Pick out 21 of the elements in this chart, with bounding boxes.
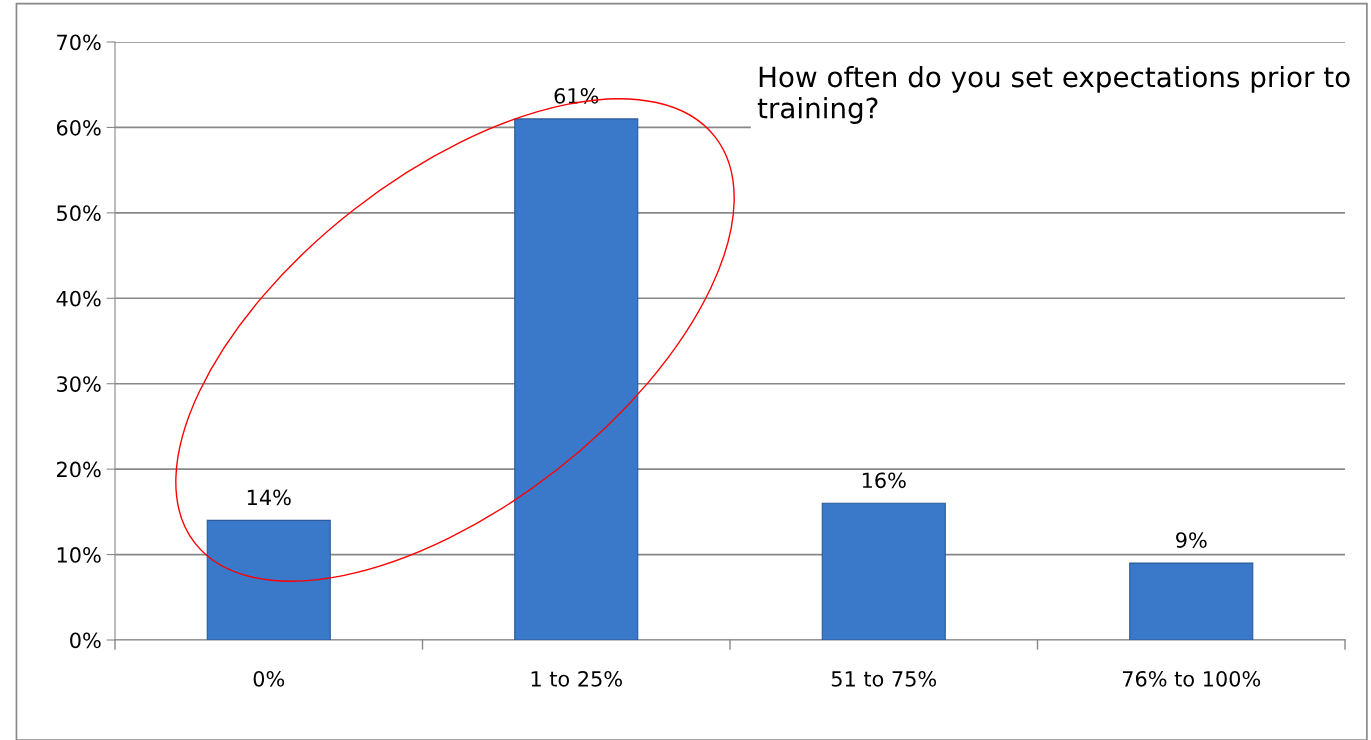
data-label: 14% (247, 489, 291, 506)
data-label: 61% (554, 87, 599, 104)
y-tick-label: 10% (57, 547, 101, 563)
bar (514, 118, 639, 640)
y-tick-label: 20% (57, 461, 101, 478)
bar (206, 519, 331, 640)
bar (821, 502, 946, 640)
y-tick-label: 30% (57, 376, 101, 392)
data-label: 9% (1176, 532, 1207, 548)
y-tick-label: 50% (57, 205, 101, 222)
data-label: 16% (862, 472, 906, 489)
y-tick-label: 40% (56, 290, 101, 307)
y-tick-label: 60% (56, 119, 101, 136)
x-tick-label: 76% to 100% (1122, 670, 1261, 687)
y-tick-label: 0% (70, 632, 101, 649)
x-tick-label: 51 to 75% (831, 670, 937, 687)
x-tick-label: 0% (253, 670, 285, 687)
text: How often do you set expectations prior to training? (757, 65, 1350, 124)
x-tick-label: 1 to 25% (531, 670, 622, 687)
bar (1129, 562, 1254, 640)
y-tick-label: 70% (57, 34, 101, 51)
